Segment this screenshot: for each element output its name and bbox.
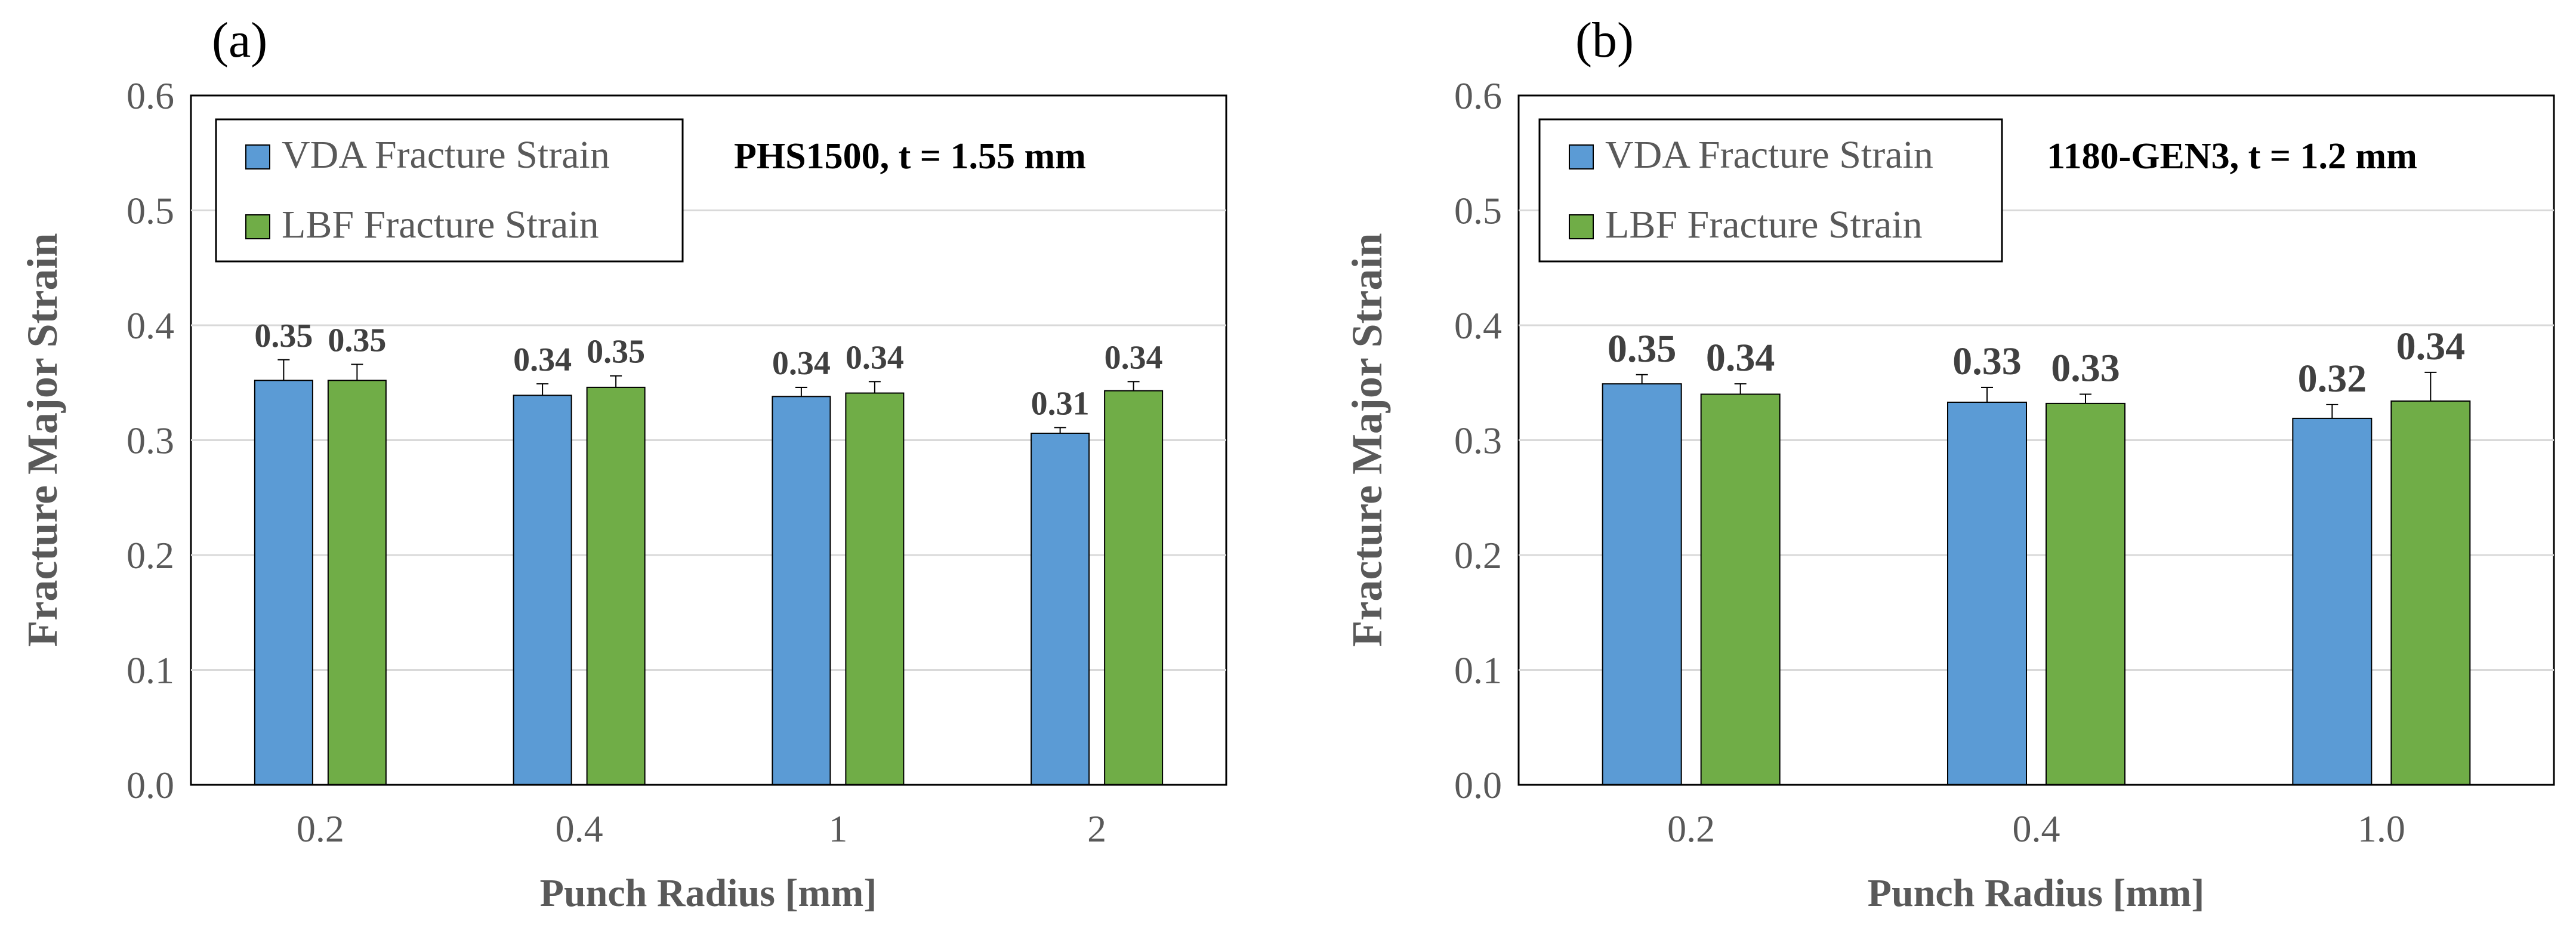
panel-a-y-tick-labels: 0.0 0.1 0.2 0.3 0.4 0.5 0.6	[127, 75, 174, 806]
panel-b-data-label-lbf: 0.33	[2051, 347, 2120, 390]
panel-a-x-tick-labels: 0.2 0.4 1 2	[297, 808, 1106, 850]
panel-b-error-bars	[1636, 371, 2437, 418]
panel-a-label: (a)	[212, 13, 267, 68]
panel-a-x-tick-label: 0.2	[297, 808, 344, 850]
panel-b: (b) 0.35 0.34 0.33 0.33 0.320.34 0.00.10.20.…	[1343, 13, 2555, 915]
panel-b-legend-vda-label: VDA Fracture Strain	[1605, 133, 1933, 177]
panel-b-label: (b)	[1575, 13, 1634, 68]
panel-a-bar-lbf	[1104, 390, 1164, 785]
panel-a-x-tick-label: 2	[1087, 808, 1106, 850]
panel-a: (a) 0.35 0.350.34 0.35 0.34 0.340.310.34 0.0…	[18, 13, 1227, 915]
panel-a-bar-vda	[513, 395, 572, 785]
panel-a-bar-vda	[772, 396, 831, 785]
panel-b-x-tick-label: 0.2	[1667, 808, 1715, 850]
panel-a-bar-lbf	[845, 392, 905, 785]
panel-b-x-tick-label: 0.4	[2013, 808, 2060, 850]
panel-b-annotation: 1180-GEN3, t = 1.2 mm	[2047, 136, 2417, 177]
panel-b-bar-lbf	[2390, 400, 2471, 785]
panel-b-y-tick-label: 0.6	[1454, 75, 1502, 117]
panel-a-y-axis-title: Fracture Major Strain	[18, 233, 66, 646]
panel-b-bars	[1602, 383, 2471, 785]
panel-b-data-label-lbf: 0.34	[2396, 325, 2466, 368]
panel-a-y-tick-label: 0.3	[127, 420, 174, 462]
panel-a-legend: VDA Fracture Strain LBF Fracture Strain	[215, 118, 684, 263]
panel-a-x-axis-title: Punch Radius [mm]	[540, 871, 877, 915]
panel-a-y-tick-label: 0.2	[127, 534, 174, 577]
panel-a-x-tick-label: 1	[828, 808, 847, 850]
panel-a-bars	[254, 380, 1164, 785]
panel-a-data-label-vda: 0.35	[254, 318, 313, 355]
panel-a-data-label-lbf: 0.34	[1105, 339, 1163, 376]
panel-b-y-tick-label: 0.2	[1454, 534, 1502, 577]
panel-a-data-label-vda: 0.34	[513, 341, 572, 378]
panel-b-y-tick-label: 0.0	[1454, 764, 1502, 806]
panel-b-data-labels: 0.35 0.34 0.33 0.33 0.32 0.34	[1608, 325, 2465, 400]
panel-a-bar-vda	[254, 380, 313, 785]
panel-b-data-label-lbf: 0.34	[1706, 336, 1775, 380]
panel-a-data-label-vda: 0.31	[1031, 385, 1090, 422]
panel-a-data-label-vda: 0.34	[772, 345, 831, 382]
panel-b-bar-vda	[1947, 401, 2027, 785]
panel-a-annotation: PHS1500, t = 1.55 mm	[734, 136, 1086, 177]
panel-a-y-tick-label: 0.5	[127, 190, 174, 232]
panel-a-x-tick-label: 0.4	[556, 808, 603, 850]
panel-a-y-tick-label: 0.0	[127, 764, 174, 806]
panel-b-y-axis-title: Fracture Major Strain	[1343, 233, 1391, 646]
panel-b-y-tick-label: 0.1	[1454, 649, 1502, 692]
panel-b-legend-lbf-label: LBF Fracture Strain	[1605, 203, 1923, 246]
panel-a-legend-vda-swatch	[245, 144, 270, 169]
panel-a-error-bars	[277, 359, 1140, 433]
panel-a-legend-lbf-label: LBF Fracture Strain	[282, 203, 599, 246]
panel-a-y-tick-label: 0.6	[127, 75, 174, 117]
panel-b-legend-box	[1538, 118, 2003, 263]
panel-a-legend-lbf-swatch	[245, 214, 270, 239]
panel-a-bar-lbf	[586, 386, 646, 785]
panel-a-data-label-lbf: 0.35	[587, 334, 645, 371]
panel-b-data-label-vda: 0.33	[1952, 340, 2022, 383]
panel-b-data-label-vda: 0.35	[1608, 327, 1677, 371]
panel-b-x-tick-labels: 0.2 0.4 1.0	[1667, 808, 2405, 850]
panel-b-bar-vda	[1602, 383, 1682, 785]
panel-b-y-tick-label: 0.5	[1454, 190, 1502, 232]
panel-b-y-tick-label: 0.3	[1454, 420, 1502, 462]
panel-b-x-axis-title: Punch Radius [mm]	[1868, 871, 2205, 915]
panel-b-legend-vda-swatch	[1569, 144, 1594, 169]
panel-a-data-label-lbf: 0.35	[328, 322, 386, 359]
panel-a-y-tick-label: 0.4	[127, 304, 174, 347]
panel-b-bar-lbf	[2046, 402, 2125, 785]
panel-a-legend-vda-label: VDA Fracture Strain	[282, 133, 610, 177]
panel-b-y-tick-labels: 0.0 0.1 0.2 0.3 0.4 0.5 0.6	[1454, 75, 1502, 806]
panel-b-bar-vda	[2292, 417, 2373, 785]
panel-b-x-tick-label: 1.0	[2358, 808, 2405, 850]
panel-b-legend: VDA Fracture Strain LBF Fracture Strain	[1538, 118, 2003, 263]
panel-b-legend-lbf-swatch	[1569, 214, 1594, 239]
panel-a-data-label-lbf: 0.34	[846, 339, 904, 376]
panel-a-bar-lbf	[327, 380, 387, 785]
panel-b-y-tick-label: 0.4	[1454, 304, 1502, 347]
panel-a-legend-box	[215, 118, 684, 263]
panel-b-bar-lbf	[1700, 393, 1781, 785]
panel-b-data-label-vda: 0.32	[2298, 357, 2367, 400]
panel-a-bar-vda	[1031, 432, 1090, 785]
panel-a-y-tick-label: 0.1	[127, 649, 174, 692]
panel-a-data-labels: 0.35 0.35 0.34 0.35 0.34 0.34 0.31 0.34	[254, 318, 1162, 423]
